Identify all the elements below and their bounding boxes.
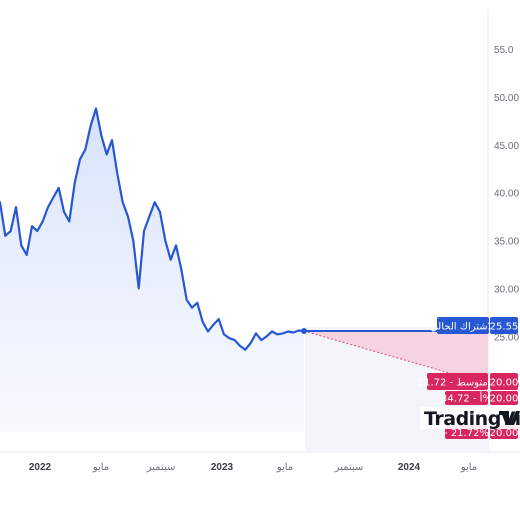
forecast-label-badge-3 [445,426,488,439]
forecast-value-text-2: 20.00 [490,394,519,405]
x-tick-label: مايو [460,462,477,473]
forecast-label-group-3: - 21.72% 20.00 [444,426,518,439]
x-tick-label: سبتمبر [146,462,176,473]
y-tick-label: 25.00 [494,332,519,343]
x-tick-label: 2022 [29,462,52,473]
y-tick-label: 45.00 [494,141,519,152]
x-tick-label: سبتمبر [334,462,364,473]
current-value-badge [490,317,518,334]
watermark-text: TradingView [424,408,520,430]
x-tick-label: 2024 [398,462,421,473]
x-axis-ticks: 2022 مايو سبتمبر 2023 مايو سبتمبر 2024 مايو [29,462,477,473]
current-label-badge [437,317,489,334]
price-area [0,108,304,432]
watermark-backdrop [420,407,520,429]
forecast-label-badge-2 [445,391,488,405]
tradingview-watermark: TradingView [420,407,520,430]
forecast-label-text-3: - 21.72% [444,428,489,439]
forecast-label-badge-1 [427,373,488,390]
x-tick-label: 2023 [211,462,234,473]
tradingview-logo-icon [499,411,520,425]
forecast-value-text-3: 20.00 [490,428,519,439]
forecast-label-text-1: متوسط - 21.72% [418,378,498,389]
forecast-value-badge-1 [490,373,518,390]
x-tick-label: مايو [92,462,109,473]
forecast-label-group-1: متوسط - 21.72% 20.00 [418,373,519,390]
y-tick-label: 55.0 [494,45,514,56]
y-tick-label: 50.00 [494,93,519,104]
forecast-value-badge-2 [490,391,518,405]
forecast-label-text-2: أ - 34.72% [441,392,492,405]
price-series-line [0,107,306,351]
forecast-label-group-2: أ - 34.72% 20.00 [441,391,518,405]
forecast-value-badge-3 [490,426,518,439]
y-tick-label: 30.00 [494,284,519,295]
current-value-text: 25.55 [490,322,519,333]
forecast-cone [304,331,488,385]
x-tick-label: مايو [276,462,293,473]
current-label-text: الاشتراك الحالي [430,322,496,333]
current-label-group: الاشتراك الحالي 25.55 [430,317,518,334]
last-price-dot [301,328,307,334]
forecast-value-text-1: 20.00 [490,378,519,389]
y-tick-label: 40.00 [494,189,519,200]
y-tick-label: 35.00 [494,237,519,248]
